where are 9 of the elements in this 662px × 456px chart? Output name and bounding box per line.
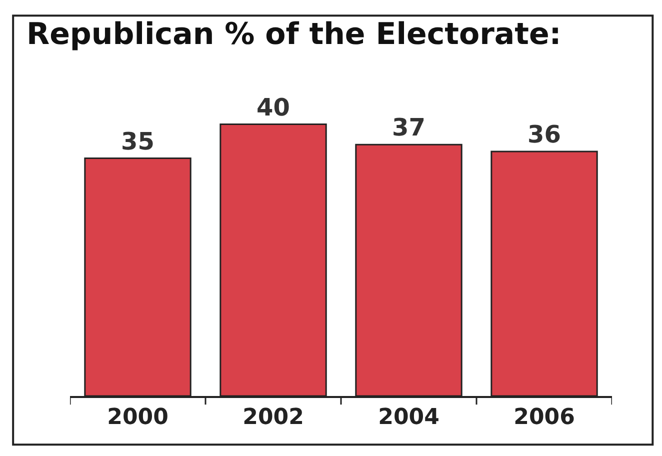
data-label: 37 <box>392 114 426 142</box>
chart-title: Republican % of the Electorate: <box>26 16 562 52</box>
data-label: 40 <box>256 93 290 122</box>
data-label: 35 <box>121 127 154 156</box>
x-tick-label: 2004 <box>378 405 440 430</box>
x-tick-label: 2002 <box>242 405 304 430</box>
x-tick-label: 2000 <box>107 405 168 430</box>
data-label: 36 <box>528 120 561 148</box>
x-tick-label: 2006 <box>514 405 575 430</box>
